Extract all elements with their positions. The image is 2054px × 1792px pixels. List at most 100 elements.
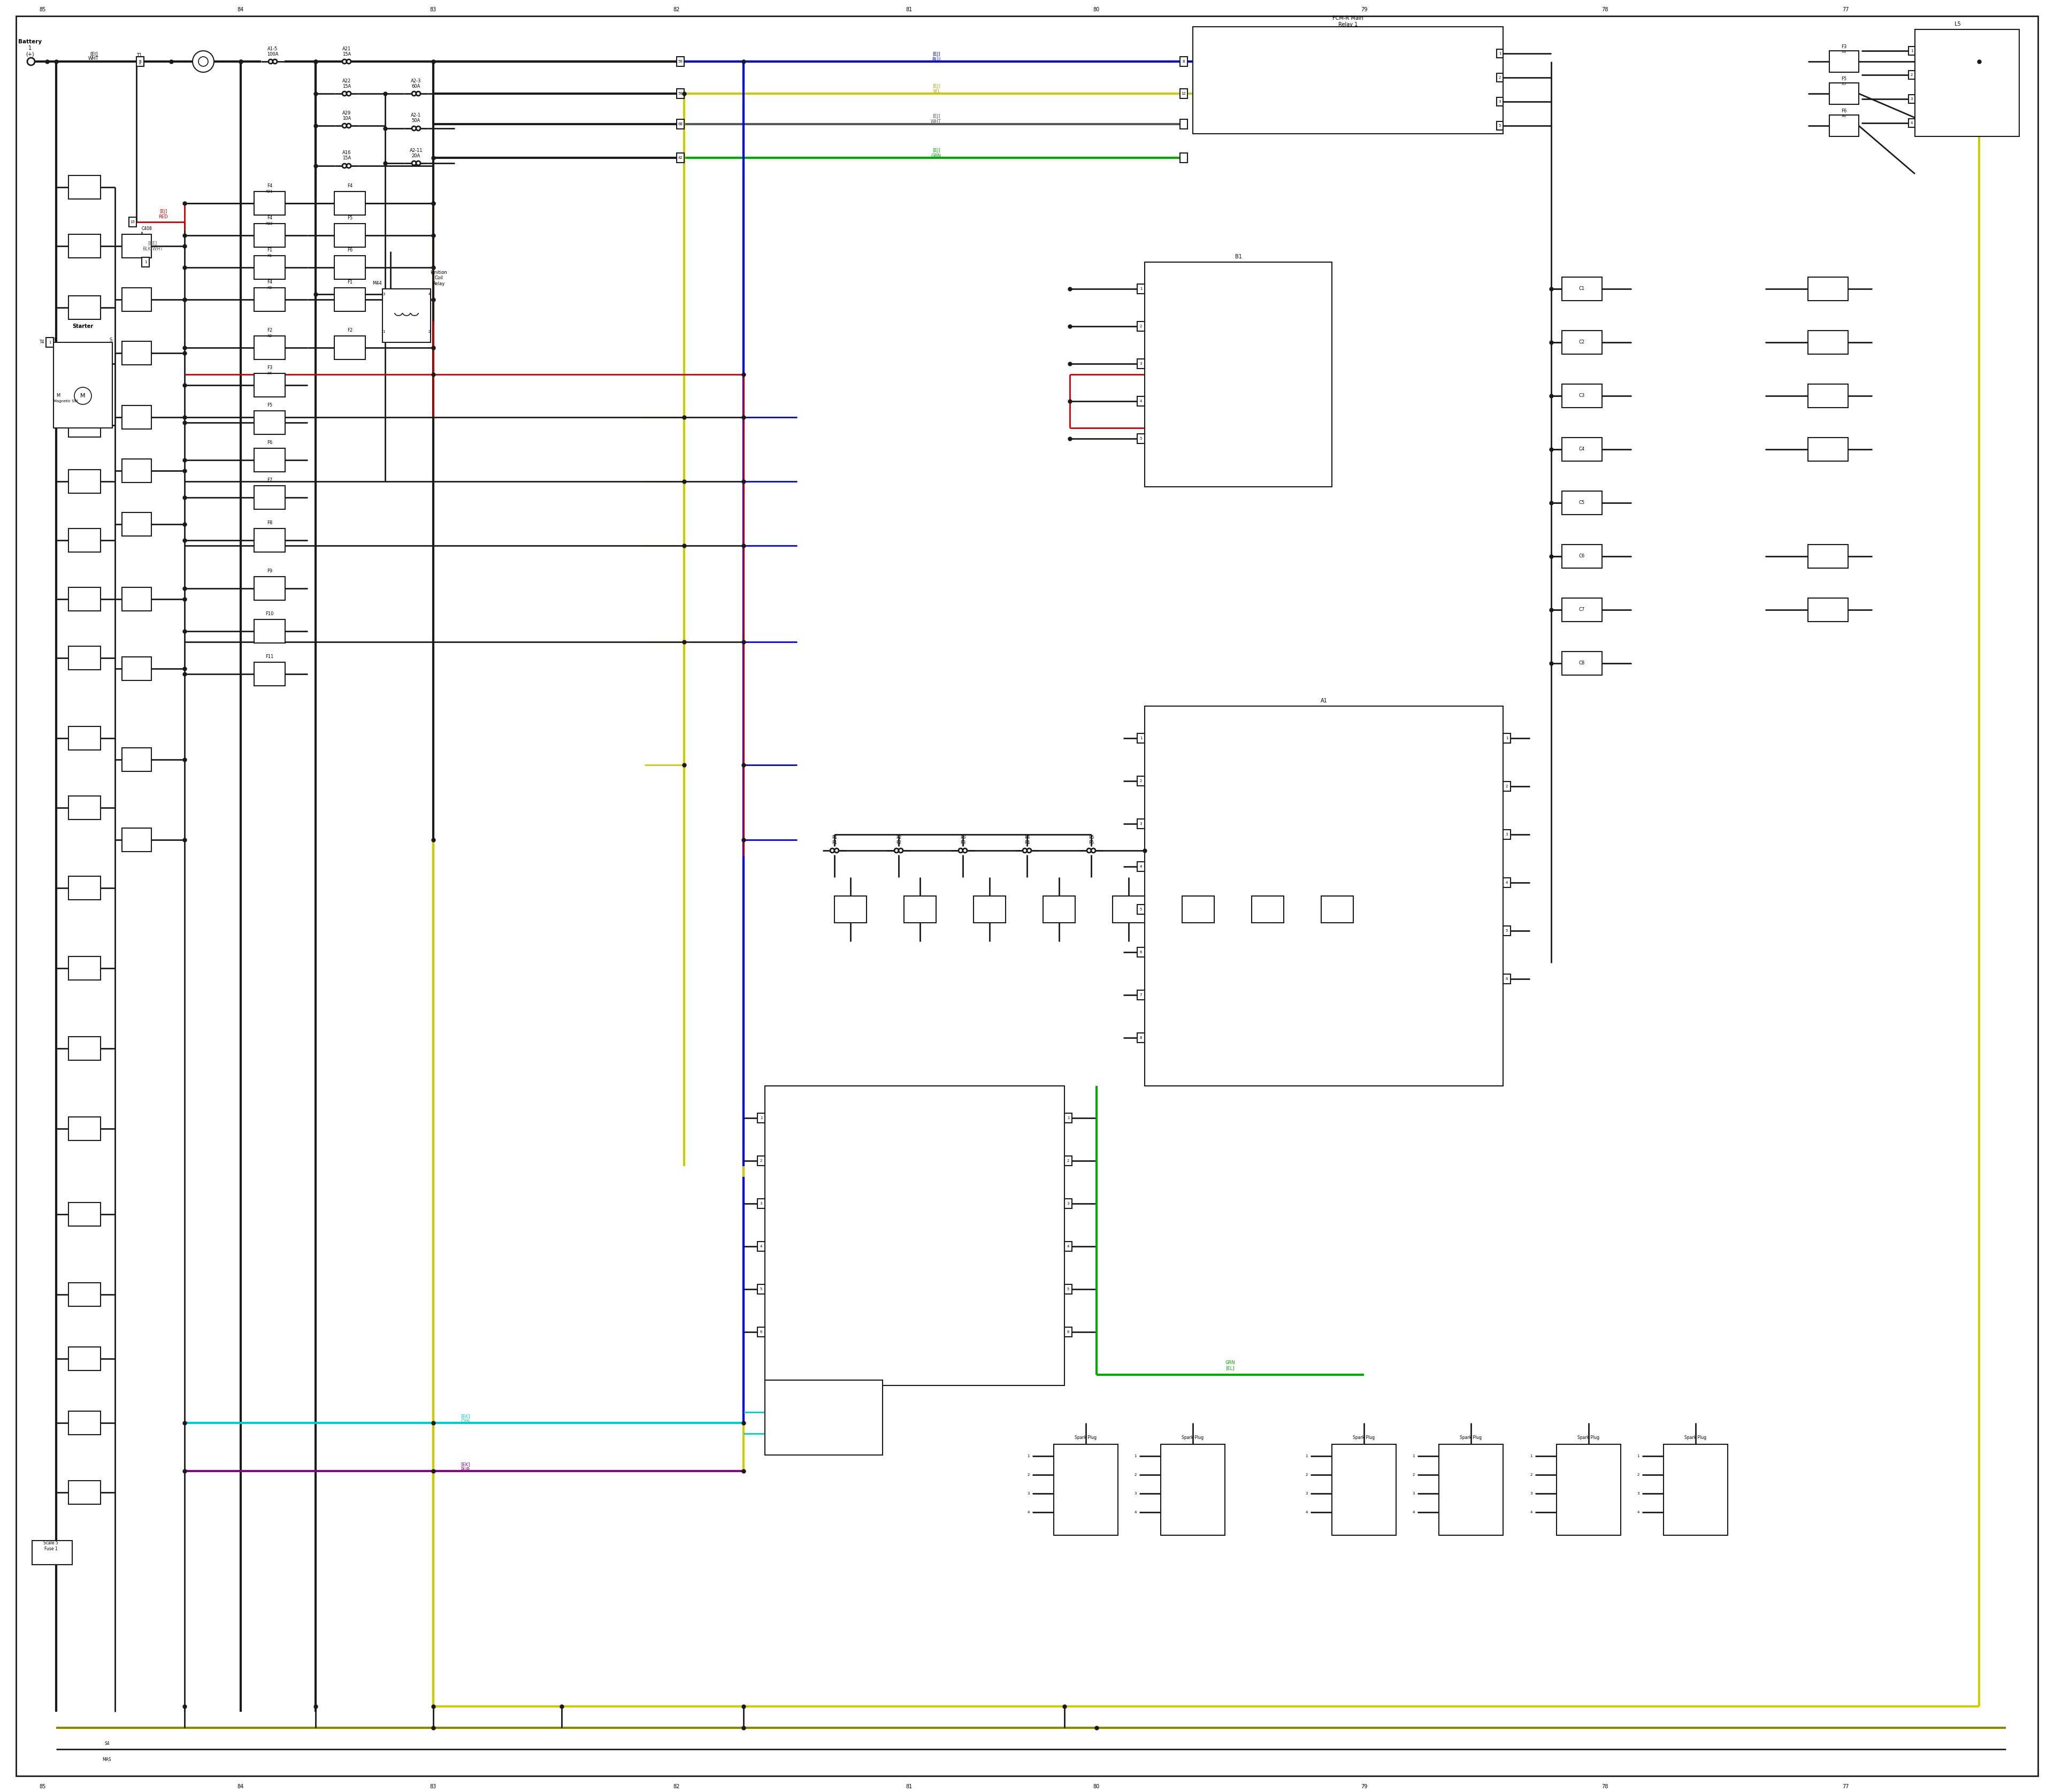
Text: 6: 6 xyxy=(760,1330,762,1333)
Text: F6: F6 xyxy=(1840,108,1847,113)
Bar xyxy=(255,577,286,600)
Text: 2: 2 xyxy=(760,1159,762,1163)
Bar xyxy=(1557,1444,1621,1536)
Text: 82: 82 xyxy=(674,7,680,13)
Text: 5: 5 xyxy=(760,1288,762,1290)
Bar xyxy=(1561,491,1602,514)
Text: 84: 84 xyxy=(238,7,244,13)
Text: 85: 85 xyxy=(39,1785,45,1790)
Text: 3: 3 xyxy=(1140,362,1142,366)
Bar xyxy=(129,217,136,228)
Bar xyxy=(68,796,101,819)
Text: 1: 1 xyxy=(1066,1116,1070,1120)
Bar xyxy=(1908,118,1914,127)
Bar xyxy=(1054,1444,1117,1536)
Text: F4: F4 xyxy=(1025,840,1029,846)
Bar xyxy=(1908,95,1914,104)
Text: 60A: 60A xyxy=(411,84,421,88)
Bar xyxy=(1504,733,1510,744)
Text: F2: F2 xyxy=(347,328,353,333)
Text: 3: 3 xyxy=(382,292,384,296)
Bar xyxy=(255,529,286,552)
Text: M44: M44 xyxy=(372,281,382,287)
Text: 5: 5 xyxy=(1499,124,1501,127)
Text: 1: 1 xyxy=(29,45,31,50)
Text: M: M xyxy=(80,392,86,398)
Text: 1: 1 xyxy=(760,1116,762,1120)
Bar xyxy=(121,459,152,482)
Text: [EJ]: [EJ] xyxy=(933,115,941,118)
Bar xyxy=(255,335,286,360)
Text: BLK/WHT: BLK/WHT xyxy=(142,246,162,251)
Text: WHT: WHT xyxy=(930,120,941,124)
Bar xyxy=(1504,926,1510,935)
Bar xyxy=(1138,434,1144,443)
Text: A2-11: A2-11 xyxy=(409,149,423,152)
Bar xyxy=(1830,50,1859,72)
Bar xyxy=(1561,545,1602,568)
Text: GRN: GRN xyxy=(1226,1360,1234,1366)
Text: 1: 1 xyxy=(1413,1455,1415,1457)
Bar xyxy=(758,1328,764,1337)
Text: 2: 2 xyxy=(1530,1473,1532,1477)
Circle shape xyxy=(830,848,834,853)
Text: 8: 8 xyxy=(1140,1036,1142,1039)
Text: 83: 83 xyxy=(429,7,438,13)
Text: F8: F8 xyxy=(267,521,273,525)
Bar xyxy=(1043,896,1074,923)
Bar xyxy=(33,1541,72,1564)
Text: 3: 3 xyxy=(1134,1493,1136,1495)
Text: F1: F1 xyxy=(832,840,838,846)
Bar xyxy=(1138,819,1144,828)
Text: Spark Plug: Spark Plug xyxy=(1577,1435,1600,1441)
Text: 81: 81 xyxy=(906,1785,912,1790)
Bar xyxy=(758,1113,764,1124)
Circle shape xyxy=(413,161,417,165)
Bar xyxy=(45,337,53,348)
Text: 4: 4 xyxy=(1637,1511,1639,1514)
Text: 3: 3 xyxy=(1506,833,1508,837)
Text: C7: C7 xyxy=(1580,607,1586,613)
Circle shape xyxy=(963,848,967,853)
Text: 1: 1 xyxy=(49,340,51,344)
Bar xyxy=(1830,82,1859,104)
Bar xyxy=(1064,1242,1072,1251)
Text: RED: RED xyxy=(158,215,168,219)
Bar xyxy=(1183,896,1214,923)
Text: P1: P1 xyxy=(832,835,838,840)
Text: F2: F2 xyxy=(896,840,902,846)
Bar xyxy=(1064,1199,1072,1208)
Text: 79: 79 xyxy=(1360,1785,1368,1790)
Text: X3: X3 xyxy=(1840,50,1847,54)
Bar xyxy=(121,289,152,312)
Bar xyxy=(255,620,286,643)
Bar xyxy=(1808,545,1849,568)
Text: M: M xyxy=(55,394,60,398)
Bar xyxy=(1664,1444,1727,1536)
Text: A16: A16 xyxy=(343,151,351,156)
Text: S4: S4 xyxy=(105,1742,109,1745)
Text: 68: 68 xyxy=(678,122,682,125)
Text: 3: 3 xyxy=(1140,823,1142,826)
Text: P4: P4 xyxy=(1025,835,1029,840)
Text: 4: 4 xyxy=(1066,1245,1070,1247)
Text: 4: 4 xyxy=(1134,1511,1136,1514)
Bar xyxy=(1908,47,1914,56)
Text: F1: F1 xyxy=(347,280,353,285)
Bar xyxy=(764,1380,883,1455)
Bar xyxy=(68,176,101,199)
Text: Spark Plug: Spark Plug xyxy=(1074,1435,1097,1441)
Text: 2: 2 xyxy=(1027,1473,1029,1477)
Bar xyxy=(676,57,684,66)
Bar xyxy=(1138,862,1144,871)
Bar xyxy=(1138,991,1144,1000)
Text: X2: X2 xyxy=(267,335,271,337)
Text: A1: A1 xyxy=(1321,699,1327,704)
Text: 20A: 20A xyxy=(411,154,421,158)
Text: C1: C1 xyxy=(1580,287,1586,292)
Text: F4: F4 xyxy=(267,215,273,220)
Text: [EJ]: [EJ] xyxy=(933,149,941,152)
Text: MAS: MAS xyxy=(103,1758,111,1762)
Bar xyxy=(1144,706,1504,1086)
Text: YEL: YEL xyxy=(933,90,941,93)
